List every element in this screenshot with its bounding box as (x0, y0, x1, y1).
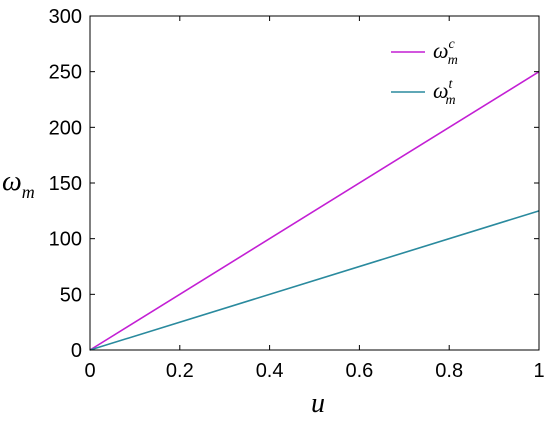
legend-label-t: ωt m (433, 77, 456, 108)
x-tick-label: 0.6 (345, 360, 373, 382)
x-tick-label: 0 (84, 360, 95, 382)
series-line-t (89, 210, 540, 351)
legend: ωc m ωt m (391, 37, 458, 108)
y-tick-label: 300 (49, 6, 82, 28)
x-tick-label: 0.4 (256, 360, 284, 382)
x-tick-label: 0.2 (166, 360, 194, 382)
x-axis-title: u (311, 388, 325, 419)
series-line-c (89, 70, 540, 351)
x-tick-label: 0.8 (435, 360, 463, 382)
y-tick-label: 50 (60, 284, 82, 306)
x-tick-label: 1 (533, 360, 544, 382)
y-tick-label: 200 (49, 117, 82, 139)
y-tick-label: 150 (49, 173, 82, 195)
legend-label-c: ωc m (433, 37, 458, 68)
plot-area (90, 16, 539, 350)
y-axis-title-base: ω (2, 166, 22, 197)
y-tick-label: 0 (71, 340, 82, 362)
y-axis-title: ωm (2, 166, 35, 202)
y-tick-label: 100 (49, 229, 82, 251)
series-layer (89, 70, 540, 351)
y-axis-title-sub: m (22, 182, 35, 202)
axes-layer: 0 0.2 0.4 0.6 0.8 1 0 50 100 150 200 250 300 (49, 6, 545, 382)
y-tick-label: 250 (49, 62, 82, 84)
